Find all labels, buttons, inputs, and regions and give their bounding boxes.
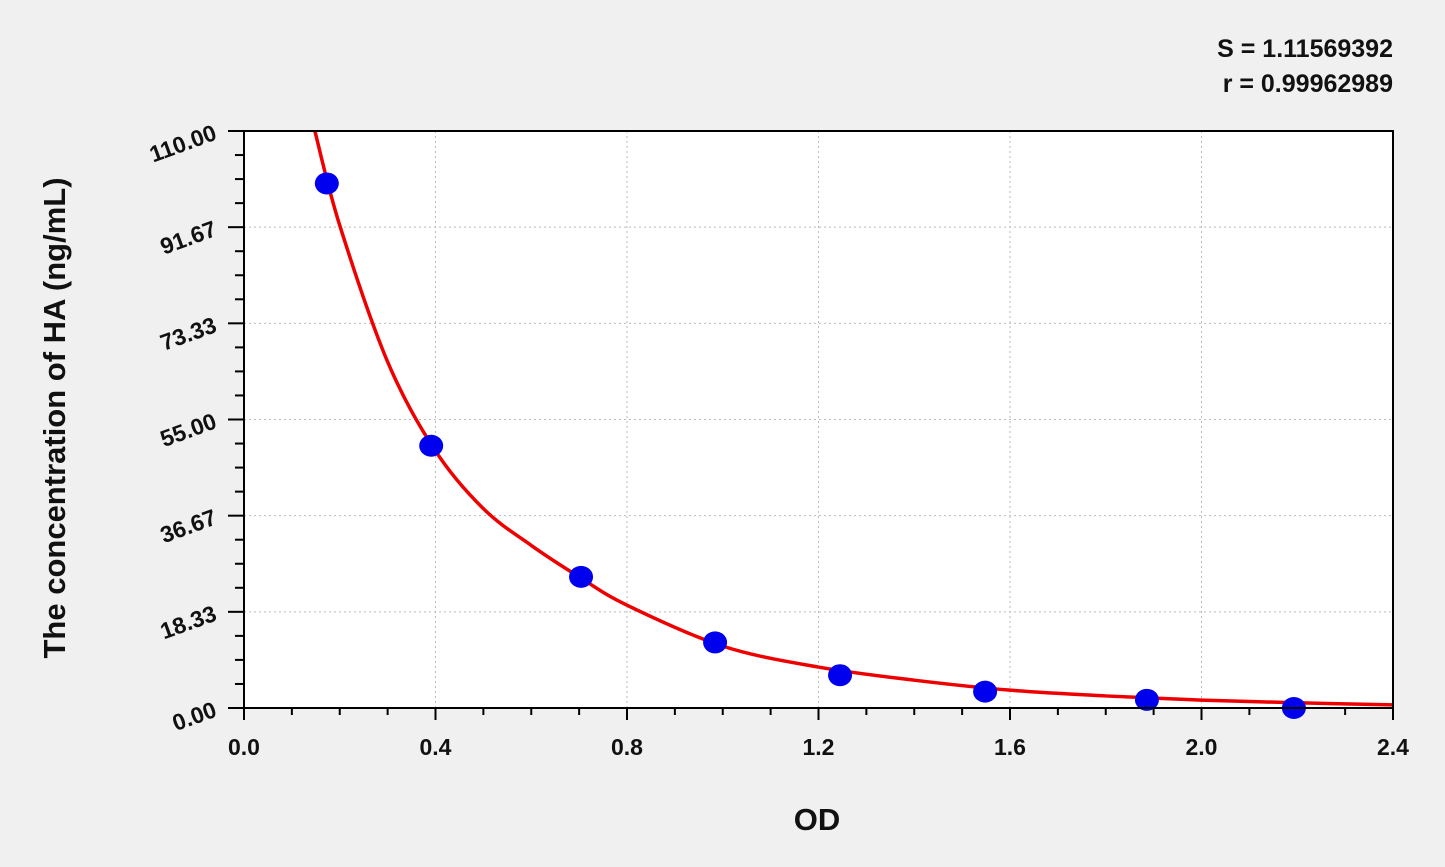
data-point [828,664,853,687]
x-tick-label: 1.6 [994,734,1026,760]
y-tick-label: 36.67 [157,504,220,548]
plot-border [243,130,1394,709]
y-tick-label: 73.33 [157,312,220,356]
y-tick-label: 55.00 [157,408,220,452]
data-point [973,680,998,703]
y-tick-label: 91.67 [157,215,220,259]
y-tick-label: 110.00 [146,119,220,167]
data-point [1134,688,1159,711]
x-tick-label: 0.4 [420,734,452,760]
x-axis-title: OD [794,802,841,837]
grid [244,131,1393,708]
data-point [703,631,728,654]
y-axis-title: The concentration of HA (ng/mL) [37,177,72,658]
annotation-s: S = 1.11569392 [1217,35,1393,63]
data-point [419,434,444,457]
y-tick-labels: 0.00 18.33 36.67 55.00 73.33 91.67 110.00 [146,119,220,736]
x-tick-label: 0.8 [611,734,643,760]
annotation-r: r = 0.99962989 [1223,70,1393,98]
x-tick-label: 2.4 [1377,734,1409,760]
data-points [314,172,1306,719]
data-point [314,172,339,195]
x-tick-label: 2.0 [1186,734,1218,760]
data-point [569,565,594,588]
x-tick-labels: 0.0 0.4 0.8 1.2 1.6 2.0 2.4 [228,734,1409,760]
y-tick-label: 0.00 [169,696,220,736]
y-tick-label: 18.33 [157,600,220,644]
x-tick-label: 1.2 [803,734,835,760]
x-tick-label: 0.0 [228,734,260,760]
axis-ticks [228,130,1394,720]
